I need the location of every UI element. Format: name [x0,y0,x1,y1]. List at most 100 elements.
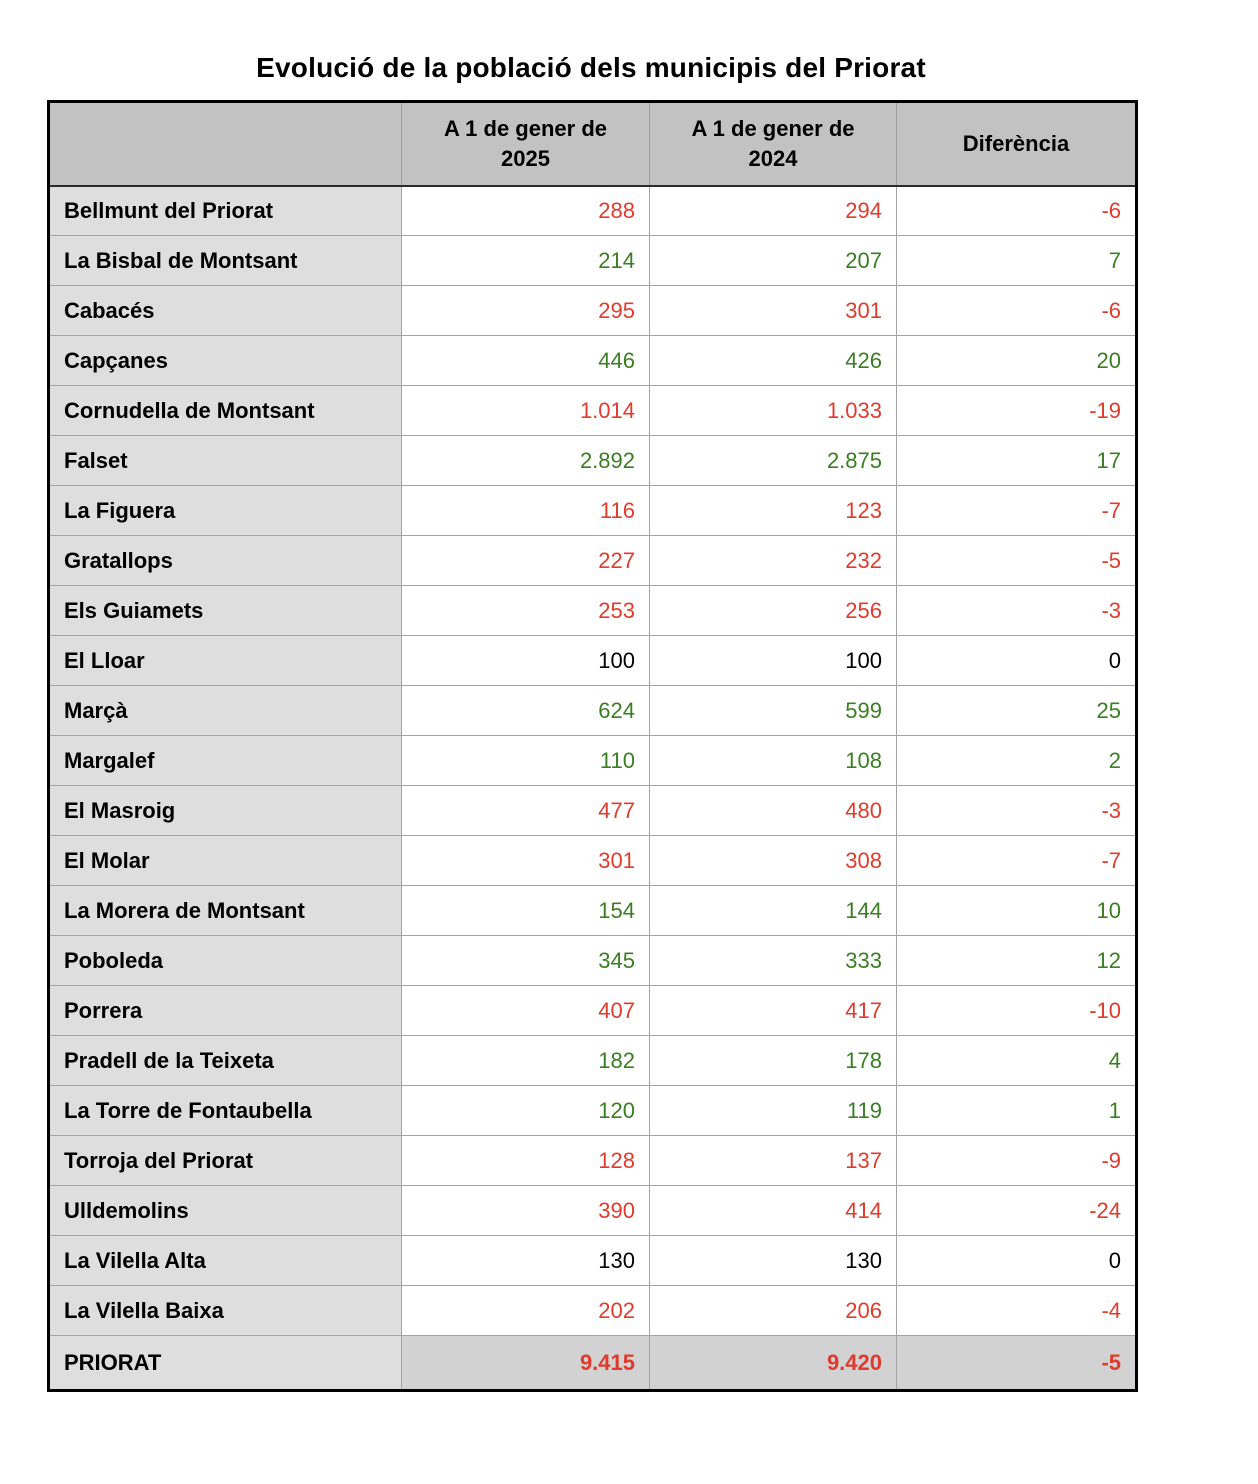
municipality-name: La Morera de Montsant [48,885,402,936]
population-2024: 599 [649,685,897,736]
population-2025: 154 [401,885,650,936]
population-2025: 120 [401,1085,650,1136]
table-row: Margalef 110 108 2 [48,735,1137,786]
population-2024: 308 [649,835,897,886]
municipality-name: Poboleda [48,935,402,986]
municipality-name: La Figuera [48,485,402,536]
municipality-name: Porrera [48,985,402,1036]
population-difference: 12 [896,935,1137,986]
population-2025: 202 [401,1285,650,1336]
population-2024: 108 [649,735,897,786]
population-difference: -5 [896,1335,1137,1391]
population-difference: -3 [896,585,1137,636]
population-2025: 288 [401,185,650,236]
population-2025: 345 [401,935,650,986]
population-difference: 10 [896,885,1137,936]
population-2025: 214 [401,235,650,286]
population-2024: 144 [649,885,897,936]
population-2024: 294 [649,185,897,236]
population-difference: -4 [896,1285,1137,1336]
population-2025: 253 [401,585,650,636]
population-2024: 426 [649,335,897,386]
population-difference: 0 [896,1235,1137,1286]
municipality-name: Gratallops [48,535,402,586]
header-2024: A 1 de gener de 2024 [649,101,897,187]
table-row: La Bisbal de Montsant 214 207 7 [48,235,1137,286]
population-2024: 417 [649,985,897,1036]
municipality-name: Torroja del Priorat [48,1135,402,1186]
population-difference: -10 [896,985,1137,1036]
population-2024: 119 [649,1085,897,1136]
table-row: La Vilella Alta 130 130 0 [48,1235,1137,1286]
population-2025: 130 [401,1235,650,1286]
table-row: La Figuera 116 123 -7 [48,485,1137,536]
population-2025: 182 [401,1035,650,1086]
population-difference: -5 [896,535,1137,586]
table-row: Torroja del Priorat 128 137 -9 [48,1135,1137,1186]
population-difference: 1 [896,1085,1137,1136]
table-row: Bellmunt del Priorat 288 294 -6 [48,185,1137,236]
population-2025: 1.014 [401,385,650,436]
municipality-name: Bellmunt del Priorat [48,185,402,236]
municipality-name: Margalef [48,735,402,786]
header-difference-label: Diferència [962,130,1070,156]
population-difference: 4 [896,1035,1137,1086]
population-2024: 2.875 [649,435,897,486]
total-row: PRIORAT 9.415 9.420 -5 [48,1335,1137,1391]
population-difference: -7 [896,485,1137,536]
population-2025: 2.892 [401,435,650,486]
table-row: La Torre de Fontaubella 120 119 1 [48,1085,1137,1136]
table-row: Marçà 624 599 25 [48,685,1137,736]
population-difference: -24 [896,1185,1137,1236]
population-2024: 207 [649,235,897,286]
table-row: Porrera 407 417 -10 [48,985,1137,1036]
population-2025: 446 [401,335,650,386]
municipality-name: Els Guiamets [48,585,402,636]
municipality-name: El Molar [48,835,402,886]
population-difference: -7 [896,835,1137,886]
header-2025: A 1 de gener de 2025 [401,101,650,187]
population-2025: 295 [401,285,650,336]
population-2025: 100 [401,635,650,686]
population-2025: 624 [401,685,650,736]
population-difference: -6 [896,185,1137,236]
population-2024: 333 [649,935,897,986]
population-2024: 178 [649,1035,897,1086]
population-difference: 20 [896,335,1137,386]
table-row: Ulldemolins 390 414 -24 [48,1185,1137,1236]
municipality-name: Cabacés [48,285,402,336]
population-2024: 100 [649,635,897,686]
table-row: Cabacés 295 301 -6 [48,285,1137,336]
population-difference: -9 [896,1135,1137,1186]
header-2025-label: A 1 de gener de 2025 [443,116,607,171]
page-title: Evolució de la població dels municipis d… [256,52,926,83]
population-difference: 0 [896,635,1137,686]
header-difference: Diferència [896,101,1137,187]
municipality-name: Cornudella de Montsant [48,385,402,436]
population-2024: 480 [649,785,897,836]
municipality-name: El Masroig [48,785,402,836]
header-2024-label: A 1 de gener de 2024 [691,116,855,171]
table-row: Falset 2.892 2.875 17 [48,435,1137,486]
table-header: A 1 de gener de 2025 A 1 de gener de 202… [48,101,1137,187]
municipality-name: Falset [48,435,402,486]
municipality-name: La Vilella Alta [48,1235,402,1286]
table-row: Capçanes 446 426 20 [48,335,1137,386]
municipality-name: Marçà [48,685,402,736]
population-2025: 301 [401,835,650,886]
population-2025: 227 [401,535,650,586]
table-row: El Lloar 100 100 0 [48,635,1137,686]
population-table: A 1 de gener de 2025 A 1 de gener de 202… [47,100,1138,1392]
municipality-name: Capçanes [48,335,402,386]
table-row: Cornudella de Montsant 1.014 1.033 -19 [48,385,1137,436]
table-row: La Vilella Baixa 202 206 -4 [48,1285,1137,1336]
table-row: Els Guiamets 253 256 -3 [48,585,1137,636]
municipality-name: La Torre de Fontaubella [48,1085,402,1136]
population-2024: 1.033 [649,385,897,436]
header-row: A 1 de gener de 2025 A 1 de gener de 202… [48,101,1137,187]
table-row: El Masroig 477 480 -3 [48,785,1137,836]
population-2025: 407 [401,985,650,1036]
population-difference: 7 [896,235,1137,286]
table-row: La Morera de Montsant 154 144 10 [48,885,1137,936]
